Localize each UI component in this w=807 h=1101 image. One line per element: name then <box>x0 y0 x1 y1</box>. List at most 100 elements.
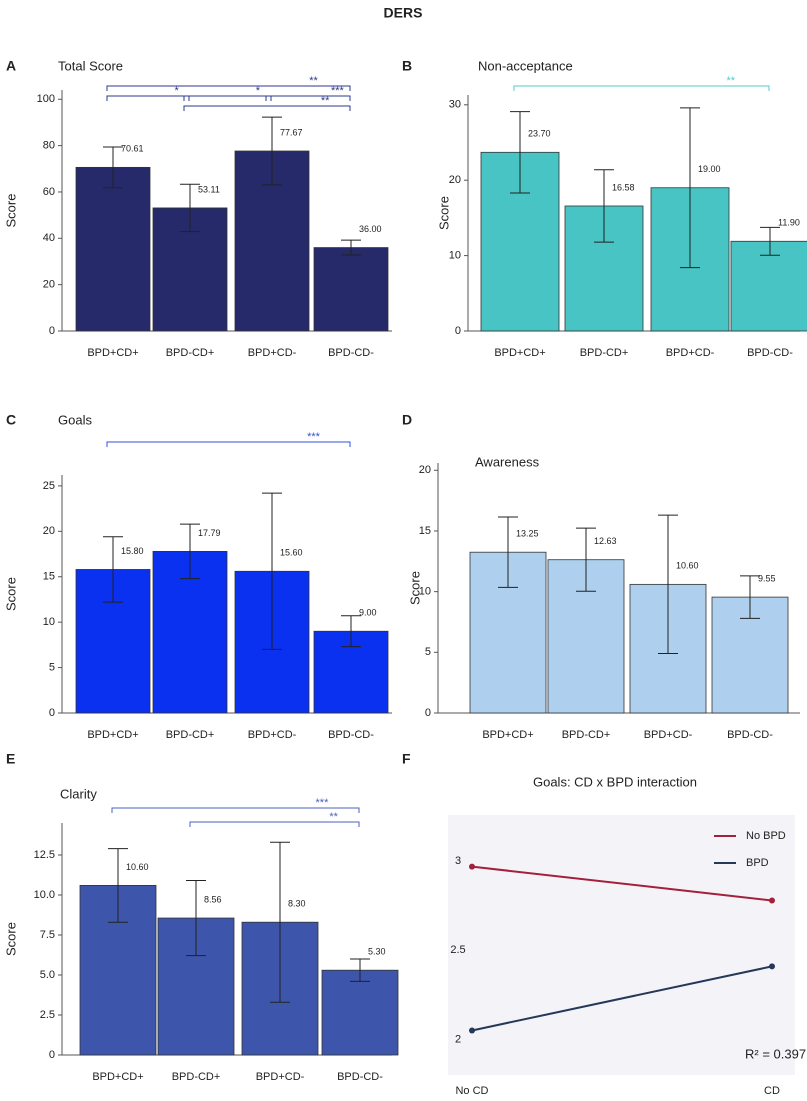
x-tick-label: BPD-CD- <box>337 1071 383 1083</box>
panel-label: B <box>402 58 412 74</box>
significance-bracket <box>106 85 351 91</box>
chart-title: Clarity <box>60 786 97 801</box>
annotation: R² = 0.397 <box>745 1046 806 1061</box>
x-tick-label: BPD+CD+ <box>87 347 138 359</box>
significance-label: *** <box>307 431 321 443</box>
x-tick-label: BPD-CD+ <box>166 729 215 741</box>
x-tick-label: BPD-CD- <box>747 347 793 359</box>
y-tick-label: 2 <box>455 1033 461 1045</box>
plot-background <box>448 815 795 1075</box>
y-tick-label: 10 <box>449 250 461 262</box>
y-tick-label: 7.5 <box>40 929 55 941</box>
value-label: 23.70 <box>528 129 551 139</box>
y-axis-label: Score <box>3 194 18 228</box>
chart-title: Total Score <box>58 58 123 73</box>
significance-bracket <box>106 95 190 101</box>
x-tick-label: BPD+CD- <box>644 729 693 741</box>
y-tick-label: 0 <box>425 707 431 719</box>
significance-bracket <box>265 95 351 101</box>
significance-bracket <box>189 821 360 827</box>
y-tick-label: 3 <box>455 855 461 867</box>
value-label: 10.60 <box>676 561 699 571</box>
y-tick-label: 80 <box>43 140 55 152</box>
significance-label: ** <box>321 95 330 107</box>
y-tick-label: 15 <box>43 571 55 583</box>
x-tick-label: BPD+CD- <box>248 347 297 359</box>
significance-label: *** <box>316 797 330 809</box>
bar <box>75 166 151 332</box>
value-label: 8.30 <box>288 899 306 909</box>
value-label: 16.58 <box>612 182 635 192</box>
x-tick-label: BPD-CD+ <box>172 1071 221 1083</box>
y-tick-label: 5 <box>425 646 431 658</box>
value-label: 5.30 <box>368 947 386 957</box>
value-label: 17.79 <box>198 528 221 538</box>
significance-label: * <box>256 85 261 97</box>
y-tick-label: 10 <box>43 616 55 628</box>
chart-title: Goals <box>58 412 92 427</box>
x-tick-label: BPD-CD+ <box>166 347 215 359</box>
value-label: 15.60 <box>280 548 303 558</box>
y-axis-label: Score <box>407 571 422 605</box>
significance-bracket <box>513 85 770 91</box>
value-label: 12.63 <box>594 536 617 546</box>
y-tick-label: 0 <box>49 707 55 719</box>
x-tick-label: BPD-CD+ <box>562 729 611 741</box>
y-tick-label: 2.5 <box>40 1009 55 1021</box>
value-label: 11.90 <box>778 218 800 228</box>
y-tick-label: 100 <box>37 93 55 105</box>
significance-bracket <box>183 105 351 111</box>
y-tick-label: 25 <box>43 480 55 492</box>
y-tick-label: 5.0 <box>40 969 55 981</box>
value-label: 9.55 <box>758 573 776 583</box>
figure-title: DERS <box>384 5 423 21</box>
bar <box>321 969 399 1056</box>
chart-title: Goals: CD x BPD interaction <box>533 774 697 789</box>
y-tick-label: 20 <box>419 464 431 476</box>
chart-title: Non-acceptance <box>478 58 573 73</box>
significance-label: * <box>175 85 180 97</box>
value-label: 9.00 <box>359 608 377 618</box>
legend-label: BPD <box>746 857 769 869</box>
panel-label: D <box>402 412 412 428</box>
significance-label: ** <box>309 75 318 87</box>
x-tick-label: BPD-CD- <box>328 347 374 359</box>
significance-label: *** <box>331 85 345 97</box>
x-tick-label: BPD+CD+ <box>92 1071 143 1083</box>
significance-label: ** <box>329 811 338 823</box>
legend-label: No BPD <box>746 830 786 842</box>
y-tick-label: 20 <box>449 174 461 186</box>
x-tick-label: BPD+CD+ <box>482 729 533 741</box>
x-tick-label: BPD+CD+ <box>494 347 545 359</box>
x-tick-label: BPD+CD- <box>666 347 715 359</box>
y-axis-label: Score <box>3 922 18 956</box>
value-label: 70.61 <box>121 144 144 154</box>
value-label: 10.60 <box>126 862 149 872</box>
point <box>769 963 775 970</box>
value-label: 15.80 <box>121 546 144 556</box>
y-tick-label: 40 <box>43 232 55 244</box>
significance-bracket <box>106 441 351 447</box>
x-tick-label: BPD+CD- <box>256 1071 305 1083</box>
y-tick-label: 0 <box>49 325 55 337</box>
y-tick-label: 10.0 <box>34 889 55 901</box>
y-tick-label: 20 <box>43 279 55 291</box>
bar <box>313 247 389 332</box>
chart-title: Awareness <box>475 454 540 469</box>
y-tick-label: 0 <box>455 325 461 337</box>
series-line <box>471 865 773 902</box>
significance-bracket <box>183 95 272 101</box>
panel-label: A <box>6 58 16 74</box>
value-label: 19.00 <box>698 164 721 174</box>
x-tick-label: BPD+CD- <box>248 729 297 741</box>
x-tick-label: BPD-CD- <box>727 729 773 741</box>
panel-label: E <box>6 751 15 767</box>
series-line <box>471 965 773 1032</box>
y-tick-label: 10 <box>419 586 431 598</box>
y-tick-label: 15 <box>419 525 431 537</box>
panel-label: C <box>6 412 16 428</box>
significance-label: ** <box>726 75 735 87</box>
y-tick-label: 12.5 <box>34 849 55 861</box>
x-tick-label: BPD-CD+ <box>580 347 629 359</box>
